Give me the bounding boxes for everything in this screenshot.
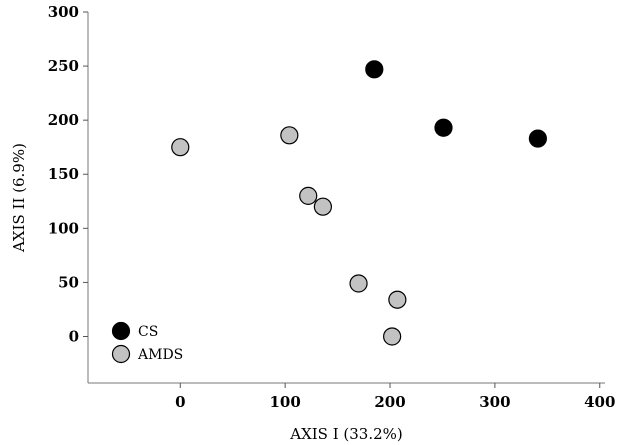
legend-marker-cs [111,321,131,341]
y-tick-label: 150 [48,165,79,183]
x-tick-label: 200 [374,393,405,411]
axes [87,12,605,384]
data-point-amds [349,274,368,293]
data-point-amds [280,126,299,145]
x-tick-label: 300 [479,393,510,411]
data-point-cs [528,129,547,148]
x-tick-label: 400 [584,393,615,411]
data-point-amds [383,327,402,346]
y-tick-label: 50 [58,273,79,291]
legend: CS AMDS [111,321,183,364]
data-point-amds [313,197,333,216]
x-axis-title: AXIS I (33.2%) [289,425,403,443]
y-axis-ticks: 0 50 100 150 200 250 300 [48,3,88,345]
legend-label-amds: AMDS [137,347,183,363]
legend-marker-amds [111,344,131,364]
legend-label-cs: CS [138,324,158,340]
x-tick-label: 0 [175,393,185,411]
y-tick-label: 300 [48,3,79,21]
y-tick-label: 200 [48,111,79,129]
data-point-cs [365,60,384,79]
x-axis-ticks: 0 100 200 300 400 [175,383,615,411]
y-tick-label: 250 [48,57,79,75]
x-tick-label: 100 [269,393,300,411]
data-point-amds [171,138,190,157]
data-points [171,60,547,346]
data-point-amds [388,290,407,309]
data-point-amds [299,186,318,205]
y-axis-title: AXIS II (6.9%) [10,143,28,253]
y-tick-label: 100 [48,219,79,237]
y-tick-label: 0 [69,327,79,345]
data-point-cs [434,118,453,137]
